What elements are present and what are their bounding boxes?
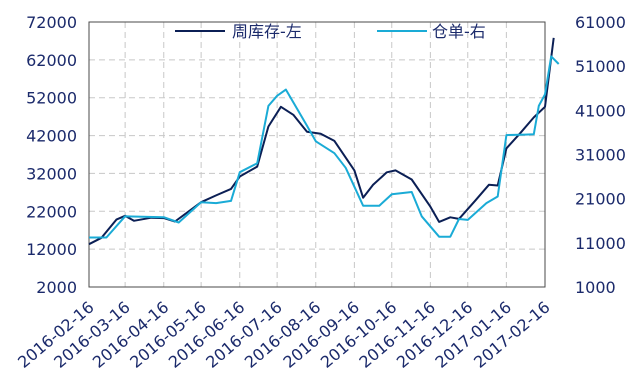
left-tick-label: 52000 bbox=[26, 89, 77, 108]
left-tick-label: 32000 bbox=[26, 164, 77, 183]
x-axis: 2016-02-162016-03-162016-04-162016-05-16… bbox=[14, 298, 553, 372]
right-tick-label: 11000 bbox=[575, 234, 626, 253]
left-tick-label: 42000 bbox=[26, 127, 77, 146]
right-tick-label: 31000 bbox=[575, 146, 626, 165]
legend: 周库存-左 仓单-右 bbox=[175, 22, 486, 41]
legend-label: 仓单-右 bbox=[432, 22, 486, 41]
left-tick-label: 72000 bbox=[26, 13, 77, 32]
plot-frame bbox=[88, 21, 546, 288]
left-axis: 72000 62000 52000 42000 32000 22000 12000 2000 bbox=[26, 13, 77, 297]
left-tick-label: 22000 bbox=[26, 202, 77, 221]
right-tick-label: 51000 bbox=[575, 57, 626, 76]
series-lines bbox=[88, 37, 560, 246]
gridlines bbox=[89, 22, 545, 287]
left-tick-label: 12000 bbox=[26, 240, 77, 259]
series-line-1 bbox=[88, 37, 555, 246]
legend-label: 周库存-左 bbox=[232, 22, 302, 41]
right-axis: 61000 51000 41000 31000 21000 11000 1000 bbox=[575, 13, 626, 297]
right-tick-label: 41000 bbox=[575, 101, 626, 120]
right-tick-label: 61000 bbox=[575, 13, 626, 32]
right-tick-label: 1000 bbox=[575, 278, 616, 297]
right-tick-label: 21000 bbox=[575, 190, 626, 209]
left-tick-label: 62000 bbox=[26, 51, 77, 70]
left-tick-label: 2000 bbox=[36, 278, 77, 297]
series-line-2 bbox=[89, 55, 560, 239]
